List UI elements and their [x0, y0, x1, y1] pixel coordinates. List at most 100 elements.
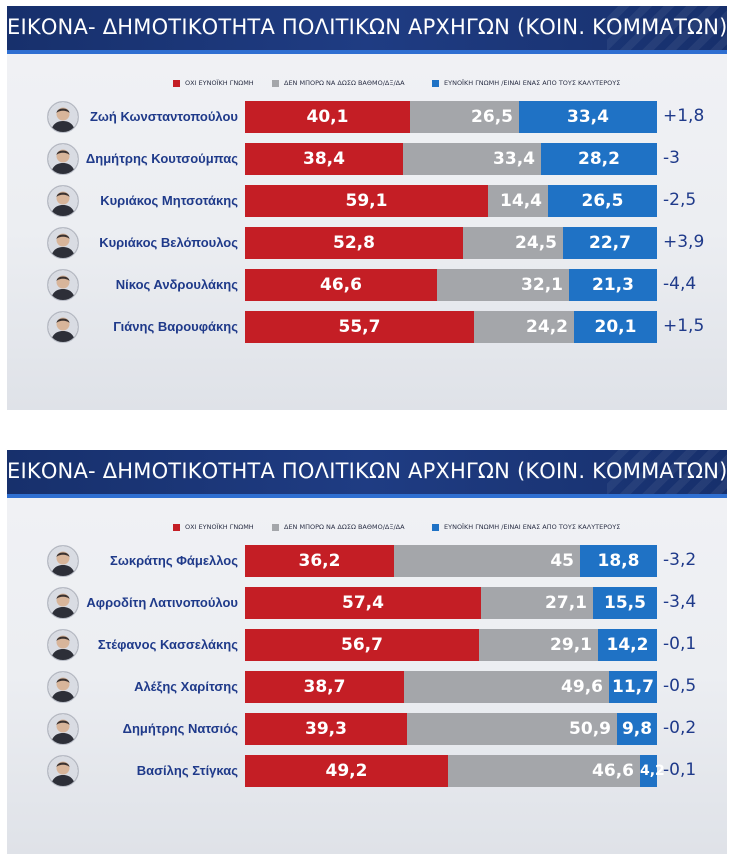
- bar-segment-mid: 50,9: [407, 713, 617, 745]
- chart-header: ΕΙΚΟΝΑ- ΔΗΜΟΤΙΚΟΤΗΤΑ ΠΟΛΙΤΙΚΩΝ ΑΡΧΗΓΩΝ (…: [7, 6, 727, 54]
- bar-segment-pos: 14,2: [598, 629, 657, 661]
- bar-segment-neg: 38,4: [245, 143, 403, 175]
- bar-segment-mid: 45: [394, 545, 580, 577]
- stacked-bar: 59,1 14,4 26,5: [245, 185, 657, 217]
- data-label: 38,4: [303, 149, 345, 169]
- avatar: [47, 755, 79, 787]
- avatar: [47, 227, 79, 259]
- bar-segment-pos: 33,4: [519, 101, 657, 133]
- change-value: -3: [663, 148, 680, 168]
- legend-item: ΕΥΝΟΪΚΗ ΓΝΩΜΗ /ΕΙΝΑΙ ΕΝΑΣ ΑΠΟ ΤΟΥΣ ΚΑΛΥΤ…: [432, 78, 620, 88]
- avatar: [47, 671, 79, 703]
- data-label: 18,8: [597, 551, 640, 571]
- bar-segment-mid: 29,1: [479, 629, 598, 661]
- chart-panel-1: ΕΙΚΟΝΑ- ΔΗΜΟΤΙΚΟΤΗΤΑ ΠΟΛΙΤΙΚΩΝ ΑΡΧΗΓΩΝ (…: [7, 6, 727, 410]
- stacked-bar: 38,7 49,6 11,7: [245, 671, 657, 703]
- legend-item: ΟΧΙ ΕΥΝΟΪΚΗ ΓΝΩΜΗ: [173, 78, 254, 88]
- change-value: -0,5: [663, 676, 697, 696]
- data-label: 22,7: [589, 233, 631, 253]
- legend-item: ΟΧΙ ΕΥΝΟΪΚΗ ΓΝΩΜΗ: [173, 522, 254, 532]
- leader-name: Δημήτρης Νατσιός: [122, 721, 238, 736]
- avatar: [47, 185, 79, 217]
- bar-segment-neg: 49,2: [245, 755, 448, 787]
- avatar: [47, 587, 79, 619]
- data-label: 40,1: [306, 107, 349, 127]
- bar-segment-mid: 49,6: [404, 671, 609, 703]
- avatar: [47, 101, 79, 133]
- leader-name: Νίκος Ανδρουλάκης: [115, 277, 238, 292]
- legend-label: ΕΥΝΟΪΚΗ ΓΝΩΜΗ /ΕΙΝΑΙ ΕΝΑΣ ΑΠΟ ΤΟΥΣ ΚΑΛΥΤ…: [444, 79, 621, 87]
- bar-segment-mid: 33,4: [403, 143, 541, 175]
- bar-segment-neg: 57,4: [245, 587, 481, 619]
- data-label: 21,3: [592, 275, 634, 295]
- legend-swatch: [173, 523, 180, 531]
- bar-segment-mid: 26,5: [410, 101, 519, 133]
- change-value: +1,8: [663, 106, 705, 126]
- change-value: -2,5: [663, 190, 697, 210]
- data-label: 52,8: [333, 233, 375, 253]
- bar-segment-pos: 26,5: [548, 185, 657, 217]
- data-label: 20,1: [594, 317, 637, 337]
- leader-name: Σωκράτης Φάμελλος: [110, 553, 238, 568]
- data-label: 26,5: [471, 107, 513, 127]
- chart-header: ΕΙΚΟΝΑ- ΔΗΜΟΤΙΚΟΤΗΤΑ ΠΟΛΙΤΙΚΩΝ ΑΡΧΗΓΩΝ (…: [7, 450, 727, 498]
- stacked-bar: 40,1 26,5 33,4: [245, 101, 657, 133]
- bar-segment-neg: 46,6: [245, 269, 437, 301]
- legend-swatch: [173, 79, 180, 87]
- data-label: 59,1: [345, 191, 388, 211]
- avatar: [47, 629, 79, 661]
- stacked-bar: 56,7 29,1 14,2: [245, 629, 657, 661]
- bar-segment-mid: 27,1: [481, 587, 593, 619]
- data-label: 50,9: [569, 719, 611, 739]
- stacked-bar: 46,6 32,1 21,3: [245, 269, 657, 301]
- bar-segment-pos: 28,2: [541, 143, 657, 175]
- stacked-bar: 36,2 45 18,8: [245, 545, 657, 577]
- legend-label: ΕΥΝΟΪΚΗ ΓΝΩΜΗ /ΕΙΝΑΙ ΕΝΑΣ ΑΠΟ ΤΟΥΣ ΚΑΛΥΤ…: [444, 523, 621, 531]
- legend-label: ΟΧΙ ΕΥΝΟΪΚΗ ΓΝΩΜΗ: [185, 79, 254, 87]
- bar-segment-pos: 20,1: [574, 311, 657, 343]
- data-label: 49,2: [325, 761, 368, 781]
- legend-label: ΔΕΝ ΜΠΟΡΩ ΝΑ ΔΩΣΩ ΒΑΘΜΟ/ΔΞ/ΔΑ: [284, 523, 405, 531]
- avatar: [47, 713, 79, 745]
- bar-segment-mid: 24,2: [474, 311, 574, 343]
- legend-swatch: [432, 79, 439, 87]
- chart-title: ΕΙΚΟΝΑ- ΔΗΜΟΤΙΚΟΤΗΤΑ ΠΟΛΙΤΙΚΩΝ ΑΡΧΗΓΩΝ (…: [7, 15, 727, 39]
- data-label: 55,7: [338, 317, 381, 337]
- legend-label: ΟΧΙ ΕΥΝΟΪΚΗ ΓΝΩΜΗ: [185, 523, 254, 531]
- stacked-bar: 57,4 27,1 15,5: [245, 587, 657, 619]
- leader-name: Στέφανος Κασσελάκης: [97, 637, 238, 652]
- change-value: -3,4: [663, 592, 697, 612]
- bar-segment-pos: 18,8: [580, 545, 657, 577]
- data-label: 14,4: [500, 191, 542, 211]
- leader-name: Αφροδίτη Λατινοπούλου: [86, 595, 238, 610]
- data-label: 39,3: [305, 719, 347, 739]
- leader-name: Βασίλης Στίγκας: [136, 763, 238, 778]
- chart-panel-2: ΕΙΚΟΝΑ- ΔΗΜΟΤΙΚΟΤΗΤΑ ΠΟΛΙΤΙΚΩΝ ΑΡΧΗΓΩΝ (…: [7, 450, 727, 854]
- data-label: 46,6: [592, 761, 634, 781]
- stacked-bar: 38,4 33,4 28,2: [245, 143, 657, 175]
- change-value: +3,9: [663, 232, 705, 252]
- bar-segment-neg: 55,7: [245, 311, 474, 343]
- data-label: 14,2: [606, 635, 649, 655]
- stacked-bar: 52,8 24,5 22,7: [245, 227, 657, 259]
- bar-segment-pos: 9,8: [617, 713, 657, 745]
- leader-name: Ζωή Κωνσταντοπούλου: [89, 109, 238, 124]
- data-label: 33,4: [493, 149, 535, 169]
- leader-name: Δημήτρης Κουτσούμπας: [85, 151, 238, 166]
- stacked-bar: 49,2 46,6 4,2: [245, 755, 665, 787]
- data-label: 32,1: [521, 275, 563, 295]
- chart-title: ΕΙΚΟΝΑ- ΔΗΜΟΤΙΚΟΤΗΤΑ ΠΟΛΙΤΙΚΩΝ ΑΡΧΗΓΩΝ (…: [7, 459, 727, 483]
- leader-name: Αλέξης Χαρίτσης: [134, 679, 238, 694]
- data-label: 11,7: [612, 677, 654, 697]
- change-value: -0,2: [663, 718, 697, 738]
- bar-segment-mid: 14,4: [488, 185, 548, 217]
- bar-segment-pos: 22,7: [563, 227, 657, 259]
- data-label: 33,4: [567, 107, 609, 127]
- change-value: -0,1: [663, 760, 697, 780]
- data-label: 56,7: [341, 635, 383, 655]
- legend-item: ΕΥΝΟΪΚΗ ΓΝΩΜΗ /ΕΙΝΑΙ ΕΝΑΣ ΑΠΟ ΤΟΥΣ ΚΑΛΥΤ…: [432, 522, 620, 532]
- bar-segment-neg: 40,1: [245, 101, 410, 133]
- data-label: 24,5: [515, 233, 557, 253]
- bar-segment-neg: 38,7: [245, 671, 404, 703]
- bar-segment-mid: 24,5: [463, 227, 563, 259]
